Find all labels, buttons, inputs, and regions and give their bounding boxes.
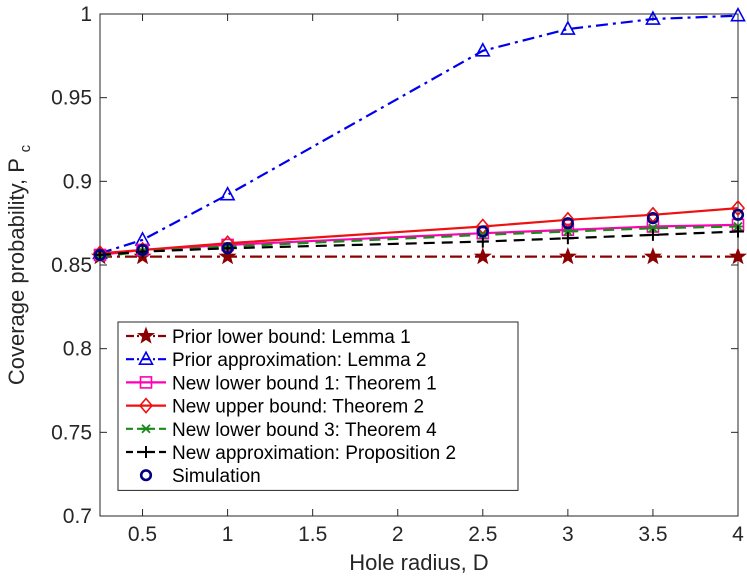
series-2 (92, 6, 746, 260)
data-point (560, 20, 576, 35)
data-point (473, 247, 492, 265)
y-axis-label: Coverage probability, P c (4, 144, 34, 385)
x-tick-label: 0.5 (128, 523, 157, 546)
legend-marker (140, 446, 152, 458)
data-point (646, 212, 660, 225)
y-tick-label: 0.95 (51, 87, 92, 110)
data-point (475, 218, 490, 235)
legend-label: New upper bound: Theorem 2 (172, 397, 424, 418)
legend-label: New lower bound 1: Theorem 1 (172, 373, 437, 394)
y-tick-label: 0.75 (51, 421, 92, 444)
legend-label: New approximation: Proposition 2 (172, 443, 456, 464)
x-tick-label: 3.5 (638, 523, 667, 546)
legend-item: Prior lower bound: Lemma 1 (126, 326, 411, 348)
data-point (562, 226, 573, 237)
x-tick-label: 2.5 (468, 523, 497, 546)
data-point (732, 225, 744, 238)
axes: 0.5 1 1.5 2 2.5 3 3.5 4 0.7 0.75 0.8 0.85 0.9 0.95 1 (51, 3, 744, 546)
legend-marker (138, 350, 154, 366)
data-point (219, 186, 236, 201)
y-tick-label: 0.85 (51, 254, 92, 277)
legend-item: New lower bound 3: Theorem 4 (126, 420, 437, 441)
data-point (643, 247, 662, 265)
legend-item: New lower bound 1: Theorem 1 (126, 373, 437, 394)
data-point (730, 199, 746, 217)
y-axis-label-subscript: c (17, 144, 34, 152)
legend-box (117, 321, 519, 491)
data-point (646, 228, 659, 241)
legend-item: New approximation: Proposition 2 (126, 443, 456, 464)
legend-marker (141, 424, 151, 434)
data-point (93, 248, 107, 262)
y-tick-label: 0.7 (63, 505, 92, 528)
x-tick-label: 1.5 (298, 523, 327, 546)
legend-marker (139, 376, 153, 389)
x-tick-label: 2 (392, 523, 404, 546)
series-layer (90, 6, 747, 265)
x-tick-label: 3 (562, 523, 574, 546)
y-tick-label: 0.8 (63, 338, 92, 361)
x-axis-label: Hole radius, D (349, 550, 488, 575)
legend-label: New lower bound 3: Theorem 4 (172, 420, 437, 441)
data-point (221, 242, 234, 255)
data-point (731, 208, 745, 221)
legend-marker (136, 326, 156, 344)
y-tick-label: 0.9 (63, 170, 92, 193)
legend-item: Simulation (139, 466, 261, 487)
data-point (474, 42, 491, 57)
legend-item: Prior approximation: Lemma 2 (126, 350, 427, 371)
data-point (136, 243, 149, 257)
x-tick-label: 4 (732, 523, 744, 546)
data-point (645, 10, 661, 25)
data-point (647, 223, 658, 233)
legend-label: Prior lower bound: Lemma 1 (172, 327, 411, 348)
data-point (561, 232, 574, 245)
data-point (218, 247, 237, 265)
x-tick-label: 1 (222, 523, 234, 546)
data-point (476, 225, 489, 238)
data-point (730, 6, 746, 22)
legend-label: Simulation (172, 466, 261, 487)
data-point (561, 217, 574, 230)
data-point (728, 247, 747, 265)
series-7 (93, 208, 745, 262)
legend-label: Prior approximation: Lemma 2 (172, 350, 427, 371)
data-point (558, 247, 577, 265)
series-line (99, 14, 739, 255)
y-tick-label: 1 (80, 3, 92, 26)
y-axis-label-main: Coverage probability, P (4, 158, 29, 385)
legend-marker (139, 469, 153, 482)
legend-item: New upper bound: Theorem 2 (126, 397, 424, 418)
legend-marker (138, 397, 154, 414)
